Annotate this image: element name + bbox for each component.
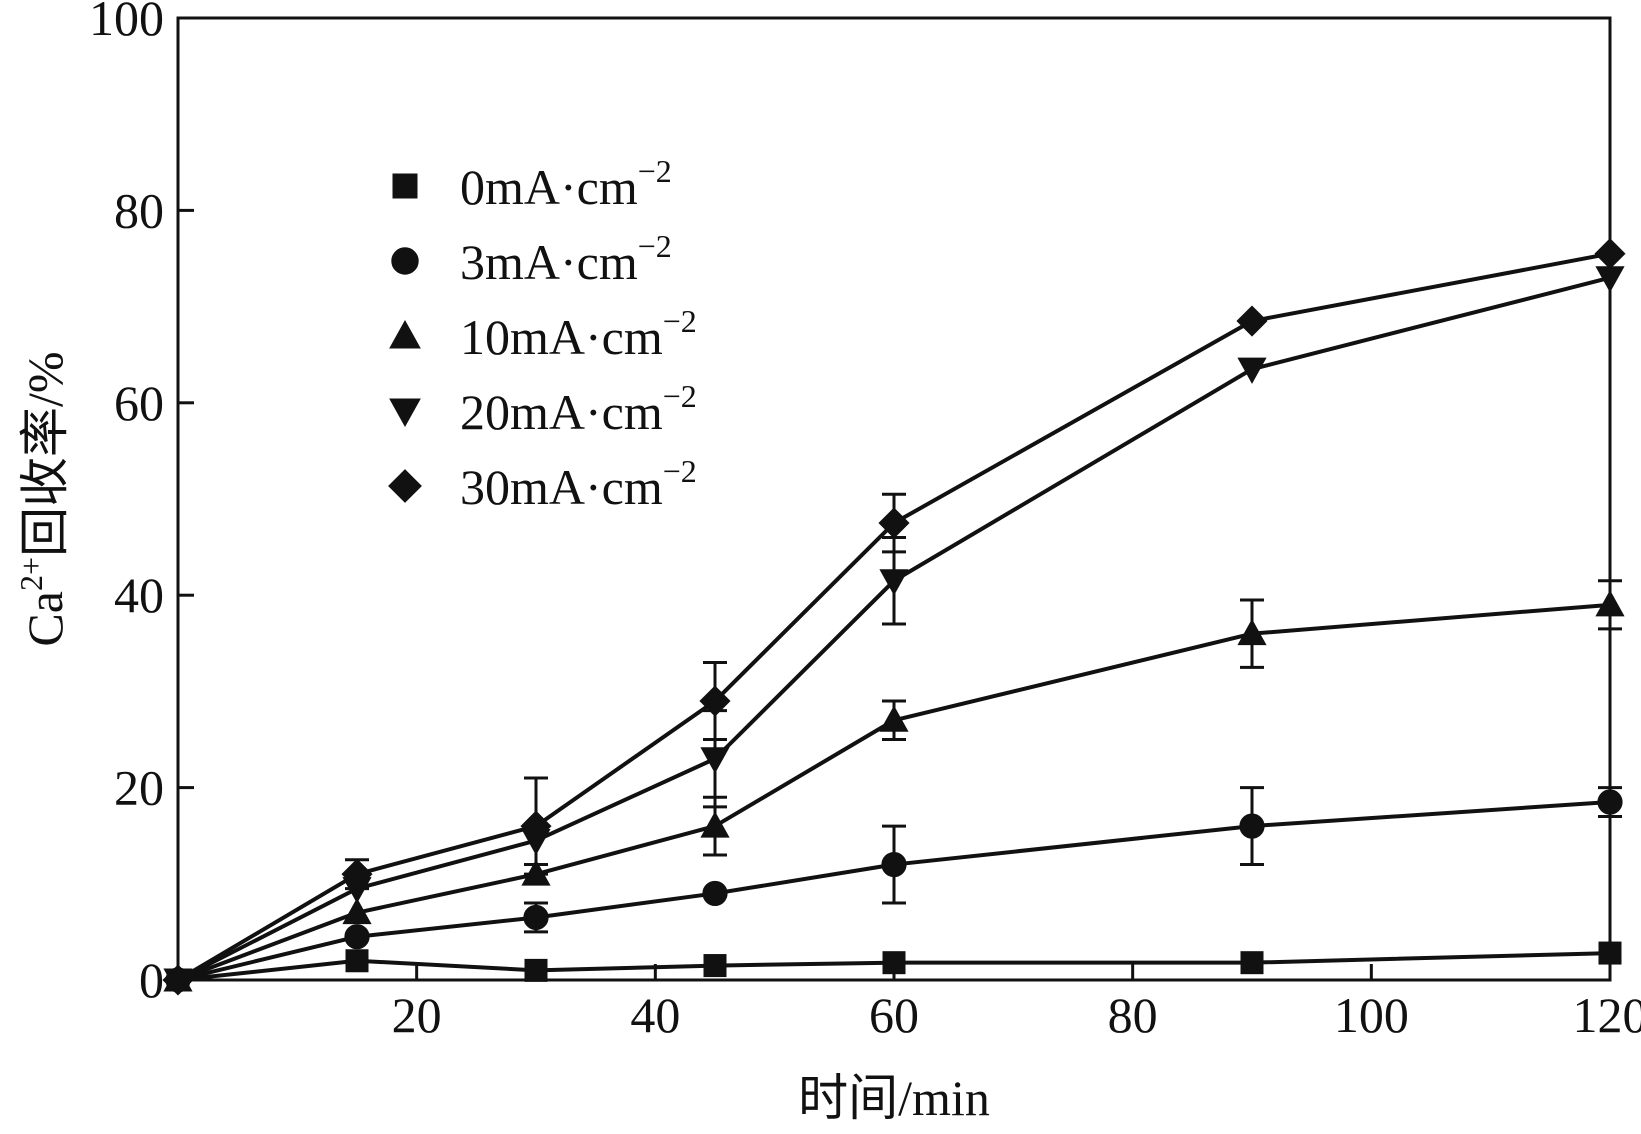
series-markers [162,238,1626,996]
y-tick-label: 40 [114,567,164,623]
data-point-10ma [700,811,730,838]
legend-item-30ma: 30mA·cm−2 [388,453,697,515]
data-point-30ma [1594,238,1626,270]
x-tick-label: 40 [630,987,680,1043]
data-point-3ma [1239,813,1265,839]
y-axis-label: Ca2+回收率/% [13,351,73,646]
legend-marker [389,398,421,428]
legend-marker [392,173,418,199]
data-point-0ma [345,949,369,973]
data-point-0ma [703,954,727,978]
data-point-20ma [879,569,909,596]
data-point-0ma [524,958,548,982]
data-point-0ma [882,951,906,975]
data-point-10ma [1595,590,1625,617]
legend-marker [388,469,422,503]
data-point-30ma [878,507,910,539]
data-point-30ma [341,858,373,890]
y-tick-label: 100 [89,0,164,46]
legend-label: 3mA·cm−2 [460,228,672,290]
data-point-3ma [523,904,549,931]
data-point-3ma [344,924,370,950]
legend-label: 0mA·cm−2 [460,153,672,215]
data-point-0ma [1598,941,1622,965]
legend-item-0ma: 0mA·cm−2 [392,153,672,215]
legend: 0mA·cm−2 3mA·cm−2 10mA·cm−2 20mA·cm−2 30mA·c… [388,153,697,515]
data-point-30ma [699,685,731,717]
series-line-10ma [177,602,1611,982]
legend-label: 20mA·cm−2 [460,378,697,440]
data-point-10ma [342,897,372,925]
axis-labels: 时间/min Ca2+回收率/% [13,351,990,1126]
legend-item-20ma: 20mA·cm−2 [389,378,697,440]
data-point-3ma [1597,789,1623,815]
legend-marker [391,247,419,275]
x-tick-label: 100 [1334,987,1409,1043]
data-point-10ma [521,859,551,886]
legend-label: 30mA·cm−2 [460,453,697,515]
y-axis-label-rest: 回收率/% [17,351,73,557]
y-axis-label-sup: 2+ [13,557,49,591]
x-tick-label: 120 [1573,987,1641,1043]
y-tick-label: 0 [139,952,164,1008]
x-tick-label: 20 [392,987,442,1043]
data-point-30ma [162,964,194,996]
data-point-20ma [700,747,730,774]
legend-marker [389,319,421,349]
legend-item-3ma: 3mA·cm−2 [391,228,672,290]
data-point-30ma [1236,305,1268,337]
y-tick-label: 80 [114,182,164,238]
data-point-10ma [1237,618,1267,646]
y-axis-label-base: Ca [17,591,73,647]
data-point-10ma [879,705,909,732]
y-tick-label: 20 [114,760,164,816]
x-axis-label: 时间/min [798,1070,990,1126]
axis-ticks: 20 40 60 80 100 120 0 20 40 60 80 100 [89,0,1641,1043]
y-tick-label: 60 [114,375,164,431]
data-point-30ma [520,810,552,842]
data-point-3ma [702,880,728,907]
data-point-20ma [1237,357,1267,384]
legend-label: 10mA·cm−2 [460,303,697,365]
data-point-3ma [881,851,907,878]
data-point-0ma [1240,951,1264,975]
x-tick-label: 80 [1108,987,1158,1043]
x-tick-label: 60 [869,987,919,1043]
legend-item-10ma: 10mA·cm−2 [389,303,697,365]
